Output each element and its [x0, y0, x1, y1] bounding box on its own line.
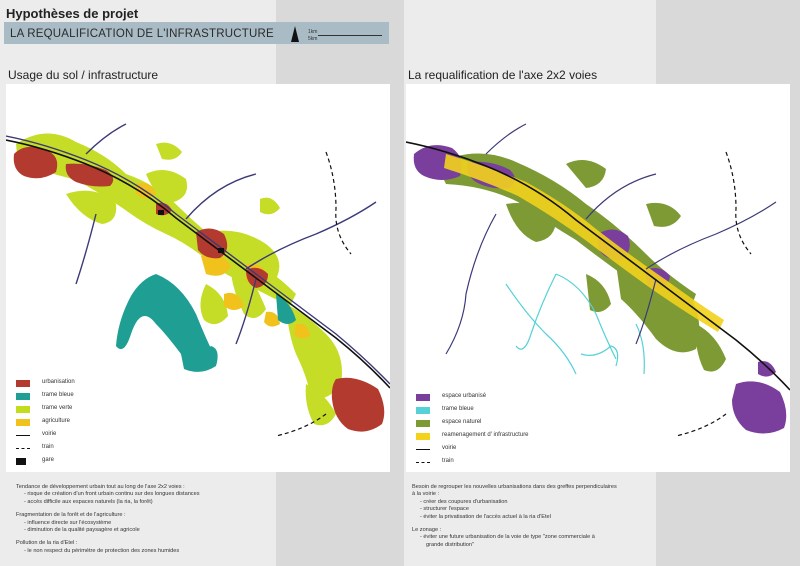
train-line — [675, 151, 752, 437]
left-map — [6, 84, 390, 472]
note-line: - influence directe sur l'écosystème — [24, 519, 112, 526]
trame-bleue-layer — [116, 274, 296, 372]
note-line: à la voirie : — [412, 491, 440, 498]
note-line: - le non respect du périmètre de protect… — [24, 547, 180, 554]
note-line: grande distribution" — [426, 541, 475, 548]
note-line: - éviter une future urbanisation de la v… — [420, 534, 595, 541]
espace-naturel-layer — [436, 153, 726, 372]
note-line: Pollution de la ria d'Etel : — [16, 540, 78, 547]
urbanisation-layer — [13, 146, 385, 432]
note-line: Besoin de regrouper les nouvelles urbani… — [412, 484, 617, 490]
train-line — [275, 151, 352, 437]
left-notes: Tendance de développement urbain tout au… — [16, 484, 266, 555]
north-arrow-icon — [291, 26, 299, 42]
station-markers — [158, 210, 224, 253]
note-line: - accès difficile aux espaces naturels (… — [24, 498, 153, 505]
note-line: - diminution de la qualité paysagère et … — [24, 527, 140, 534]
main-axis-road — [406, 141, 790, 391]
right-notes: Besoin de regrouper les nouvelles urbani… — [412, 484, 662, 549]
right-map-drawing — [406, 123, 790, 437]
right-legend: espace urbanisé trame bleue espace natur… — [416, 392, 566, 472]
scale-line — [318, 35, 382, 36]
page-title: Hypothèses de projet — [6, 6, 139, 21]
scale-label-1: 1km — [308, 29, 318, 35]
road-layer — [445, 123, 777, 355]
scale-label-2: 5km — [308, 36, 318, 42]
left-map-drawing — [6, 123, 390, 437]
note-line: - structurer l'espace — [420, 506, 469, 513]
note-line: - éviter la privatisation de l'accès act… — [420, 513, 551, 520]
note-line: Fragmentation de la forêt et de l'agricu… — [16, 512, 126, 519]
left-section-title: Usage du sol / infrastructure — [8, 68, 159, 82]
scale-bar: 1km 5km — [308, 30, 384, 42]
note-line: - risque de création d'un front urbain c… — [24, 491, 200, 498]
note-line: Le zonage : — [412, 527, 442, 534]
road-layer — [6, 123, 390, 385]
main-axis-road — [6, 139, 390, 389]
banner-title: LA REQUALIFICATION DE L'INFRASTRUCTURE — [10, 28, 274, 40]
note-line: - créer des coupures d'urbanisation — [420, 498, 508, 505]
right-section-title: La requalification de l'axe 2x2 voies — [408, 68, 598, 82]
right-map — [406, 84, 790, 472]
left-legend: urbanisation trame bleue trame verte agr… — [16, 378, 136, 470]
note-line: Tendance de développement urbain tout au… — [16, 484, 185, 490]
trame-bleue-layer — [505, 273, 645, 375]
